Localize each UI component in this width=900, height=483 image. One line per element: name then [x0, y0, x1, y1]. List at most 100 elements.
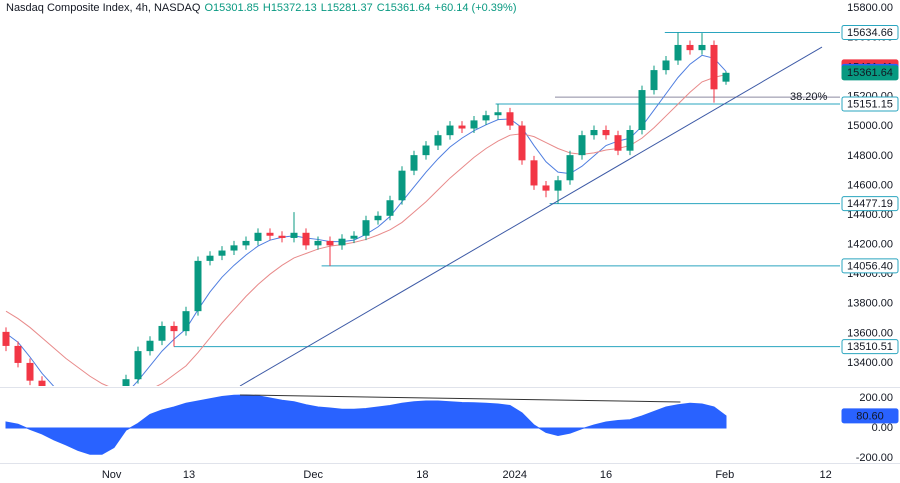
- fib-label: 38.20%: [790, 91, 828, 103]
- candle-body: [111, 391, 118, 399]
- candle-body: [410, 155, 418, 171]
- divergence-line: [239, 394, 681, 403]
- y-tick-label: 13400.00: [847, 357, 893, 369]
- x-tick-label: Dec: [303, 469, 323, 481]
- candle-body: [506, 112, 514, 126]
- candle-body: [290, 232, 298, 238]
- y-tick-label: 13800.00: [847, 298, 893, 310]
- price-label-box: [841, 65, 899, 81]
- candle-body: [566, 155, 574, 181]
- y-tick-label: -200.00: [856, 452, 893, 464]
- x-tick-label: 2024: [503, 469, 527, 481]
- price-label-box: [841, 196, 899, 212]
- candle-body: [326, 240, 334, 246]
- price-label-box: [841, 258, 899, 274]
- candle-body: [638, 90, 646, 130]
- candle-body: [254, 232, 262, 241]
- candle-body: [470, 120, 478, 129]
- x-tick-label: 12: [819, 469, 831, 481]
- candle-body: [26, 362, 34, 381]
- x-tick-label: 18: [416, 469, 428, 481]
- x-tick-label: Feb: [715, 469, 734, 481]
- candle-body: [698, 44, 706, 51]
- candle-body: [554, 180, 562, 191]
- candle-body: [75, 403, 82, 411]
- candle-body: [99, 399, 106, 406]
- candle-body: [614, 135, 622, 151]
- candle-body: [242, 240, 250, 246]
- candle-body: [302, 232, 310, 246]
- oscillator-pane: [5, 394, 727, 455]
- candle-body: [722, 72, 730, 82]
- candle-body: [362, 220, 370, 236]
- ohlc-value: H15372.13: [262, 2, 317, 14]
- candle-body: [218, 250, 226, 256]
- candle-body: [686, 44, 694, 51]
- candle-body: [338, 238, 346, 246]
- candle-body: [398, 170, 406, 201]
- y-tick-label: 200.00: [859, 392, 893, 404]
- price-label-box: [841, 24, 899, 40]
- candle-body: [14, 345, 22, 363]
- candle-body: [458, 125, 466, 129]
- price-label-box: [841, 408, 899, 424]
- candle-body: [626, 129, 634, 151]
- trendline: [239, 46, 823, 386]
- price-label: 15634.66: [847, 27, 893, 39]
- header: Nasdaq Composite Index, 4h, NASDAQ O15301…: [6, 2, 520, 14]
- price-label: 14056.40: [847, 260, 893, 272]
- candle-body: [350, 235, 358, 239]
- price-label: 14477.19: [847, 198, 893, 210]
- price-label: 13510.51: [847, 341, 893, 353]
- y-tick-label: 15800.00: [847, 2, 893, 14]
- candle-body: [314, 240, 322, 246]
- candle-body: [278, 235, 286, 238]
- y-tick-label: 13600.00: [847, 327, 893, 339]
- candle-body: [590, 129, 598, 136]
- ohlc-value: O15301.85: [204, 2, 259, 14]
- candle-body: [374, 215, 382, 221]
- price-label: 80.60: [856, 410, 884, 422]
- symbol-title: Nasdaq Composite Index, 4h, NASDAQ: [6, 2, 201, 14]
- candle-body: [578, 135, 586, 156]
- candle-body: [602, 129, 610, 136]
- candle-body: [422, 145, 430, 156]
- candle-body: [494, 112, 502, 116]
- candle-body: [482, 115, 490, 121]
- oscillator-area: [5, 394, 727, 455]
- candle-body: [87, 406, 94, 411]
- y-tick-label: 0.00: [872, 422, 893, 434]
- candle-body: [2, 331, 10, 346]
- y-tick-label: 14800.00: [847, 150, 893, 162]
- y-tick-label: 15000.00: [847, 120, 893, 132]
- candle-body: [662, 60, 670, 71]
- ohlc-value: +60.14 (+0.39%): [434, 2, 517, 14]
- candle-body: [542, 185, 550, 191]
- candle-body: [434, 135, 442, 146]
- candle-body: [170, 325, 178, 332]
- axes: Nov 13 Dec 18 2024 16 Feb 12 13400.00 13600.00 138…: [102, 2, 899, 481]
- candle-body: [710, 44, 718, 90]
- candle-body: [674, 44, 682, 61]
- candle-body: [134, 351, 142, 380]
- candle-body: [530, 160, 538, 186]
- candle-body: [194, 260, 202, 312]
- candle-body: [206, 255, 214, 261]
- price-label: 15151.15: [847, 98, 893, 110]
- main-pane: 38.20%: [2, 31, 840, 411]
- candle-body: [518, 125, 526, 161]
- candle-body: [122, 379, 130, 386]
- ohlc-value: L15281.37: [320, 2, 373, 14]
- candle-body: [182, 311, 190, 332]
- price-label-box: [841, 339, 899, 355]
- candle-body: [386, 200, 394, 216]
- price-label: 15361.64: [847, 67, 893, 79]
- candle-body: [51, 395, 58, 400]
- candle-body: [230, 245, 238, 251]
- y-tick-label: 14400.00: [847, 209, 893, 221]
- x-tick-label: Nov: [102, 469, 122, 481]
- x-tick-label: 13: [183, 469, 195, 481]
- candle-body: [146, 340, 154, 352]
